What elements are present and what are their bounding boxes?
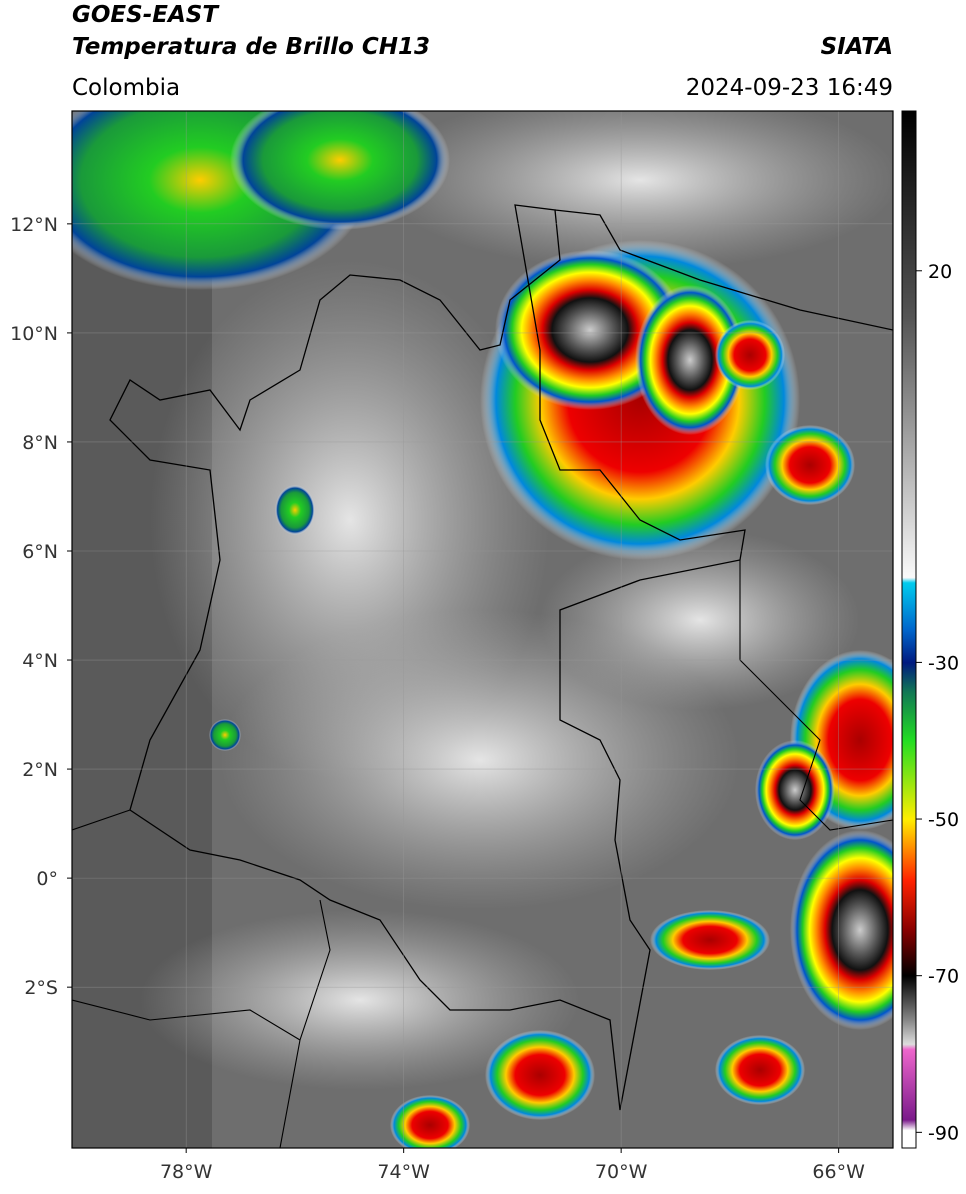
lat-tick-label: 2°N [22, 759, 58, 781]
lon-tick-label: 70°W [595, 1161, 648, 1183]
satellite-image [72, 111, 893, 1148]
lon-tick-label: 74°W [377, 1161, 430, 1183]
lon-tick-label: 66°W [812, 1161, 865, 1183]
lat-tick-label: 4°N [22, 650, 58, 672]
colorbar [901, 110, 917, 1149]
graticule [72, 111, 893, 1148]
map-frame [71, 110, 894, 1149]
colorbar-tick-label: -90 [928, 1122, 959, 1144]
colorbar-tick-label: -50 [928, 809, 959, 831]
lat-tick-label: 6°N [22, 541, 58, 563]
datetime: 2024-09-23 16:49 [686, 75, 893, 101]
lat-tick-label: 2°S [24, 977, 58, 999]
lat-tick-label: 0° [36, 868, 58, 890]
source: SIATA [821, 34, 893, 60]
colorbar-tick-label: -70 [928, 966, 959, 988]
region: Colombia [72, 75, 180, 101]
lon-tick-label: 78°W [160, 1161, 213, 1183]
title: GOES-EAST [72, 2, 220, 28]
lat-tick-label: 12°N [10, 214, 58, 236]
lat-tick-label: 10°N [10, 323, 58, 345]
lat-tick-label: 8°N [22, 432, 58, 454]
subtitle: Temperatura de Brillo CH13 [72, 34, 430, 60]
colorbar-tick-label: -30 [928, 652, 959, 674]
colorbar-tick-label: 20 [928, 261, 952, 283]
